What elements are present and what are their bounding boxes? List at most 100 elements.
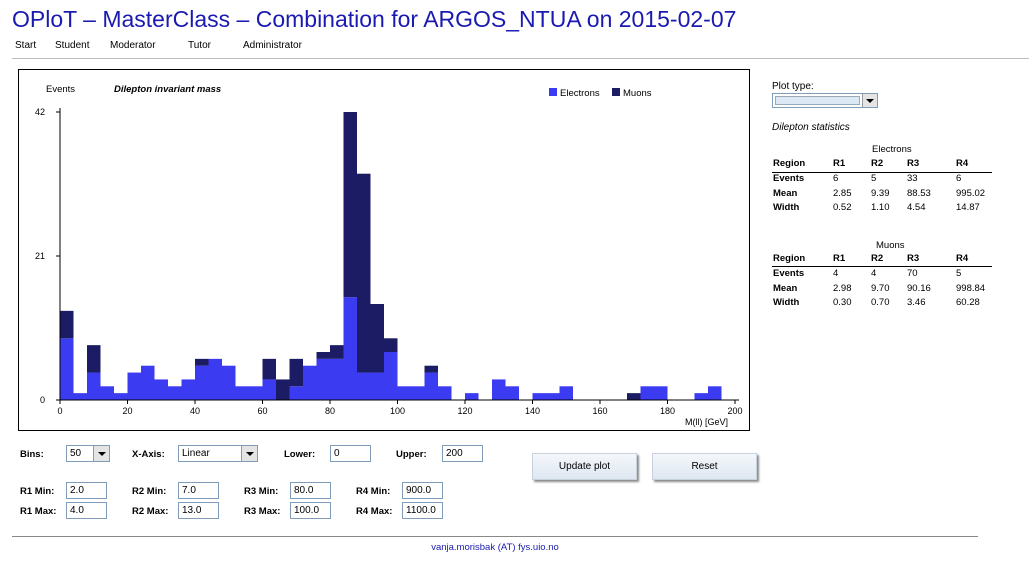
table-cell: 88.53: [907, 188, 931, 199]
muons-table-caption: Muons: [876, 240, 905, 251]
electrons-bar: [465, 393, 479, 400]
row-label: Events: [773, 173, 805, 184]
electrons-bar: [357, 372, 371, 400]
electrons-bar: [411, 386, 425, 400]
electrons-bar: [141, 365, 155, 400]
muons-bar: [60, 310, 74, 339]
table-cell: 14.87: [956, 202, 980, 213]
electrons-bar: [424, 372, 438, 400]
r3max-input[interactable]: 100.0: [290, 502, 331, 519]
table-cell: 1.10: [871, 202, 890, 213]
table-cell: 5: [956, 268, 962, 279]
r4max-label: R4 Max:: [356, 506, 393, 517]
x-tick-label: 160: [592, 406, 607, 416]
r3min-input[interactable]: 80.0: [290, 482, 331, 499]
header-cell: R1: [833, 253, 846, 264]
row-label: Width: [773, 202, 800, 213]
muons-bar: [289, 358, 303, 387]
electrons-bar: [114, 393, 128, 400]
x-tick-label: 100: [390, 406, 405, 416]
x-axis-label: M(ll) [GeV]: [685, 417, 728, 427]
r2max-label: R2 Max:: [132, 506, 169, 517]
y-tick-label: 42: [35, 107, 45, 117]
x-tick-label: 20: [122, 406, 132, 416]
r1min-label: R1 Min:: [20, 486, 55, 497]
electrons-bar: [262, 379, 276, 400]
table-cell: 2.85: [833, 188, 852, 199]
electrons-bar: [492, 379, 506, 400]
nav-student[interactable]: Student: [55, 40, 90, 51]
nav-tutor[interactable]: Tutor: [188, 40, 211, 51]
legend-muons-swatch: [612, 88, 620, 96]
electrons-bar: [127, 372, 141, 400]
table-cell: 995.02: [956, 188, 986, 199]
plot-type-select[interactable]: [772, 93, 878, 108]
muons-bar: [627, 393, 641, 400]
muons-bar: [424, 365, 438, 373]
electrons-bar: [181, 379, 195, 400]
table-cell: 0.52: [833, 202, 852, 213]
electrons-bar: [343, 297, 357, 400]
update-plot-button[interactable]: Update plot: [532, 453, 637, 480]
reset-button[interactable]: Reset: [652, 453, 757, 480]
x-tick-label: 120: [457, 406, 472, 416]
electrons-bar: [73, 393, 87, 400]
muons-bar: [276, 379, 290, 400]
header-cell: R2: [871, 253, 884, 264]
electrons-bar: [505, 386, 519, 400]
muons-bar: [262, 358, 276, 380]
r4min-input[interactable]: 900.0: [402, 482, 443, 499]
table-cell: 6: [833, 173, 839, 184]
row-label: Mean: [773, 188, 798, 199]
footer-divider: [12, 536, 978, 537]
upper-label: Upper:: [396, 449, 427, 460]
electrons-bar: [100, 386, 114, 400]
r4max-input[interactable]: 1100.0: [402, 502, 443, 519]
xaxis-label: X-Axis:: [132, 449, 165, 460]
electrons-bar: [654, 386, 668, 400]
chevron-down-icon[interactable]: [241, 446, 257, 461]
table-cell: 4.54: [907, 202, 926, 213]
table-divider: [772, 172, 992, 173]
electrons-stats-table: Electrons Region R1 R2 R3 R4 Events 6 5 …: [772, 144, 1002, 214]
upper-input[interactable]: 200: [442, 445, 483, 462]
chevron-down-icon[interactable]: [862, 94, 877, 107]
electrons-table-caption: Electrons: [872, 144, 912, 155]
nav-start[interactable]: Start: [15, 40, 37, 51]
table-divider: [772, 266, 992, 267]
header-divider: [12, 58, 1029, 59]
table-cell: 5: [871, 173, 877, 184]
nav-administrator[interactable]: Administrator: [243, 40, 302, 51]
histogram-svg: Events Dilepton invariant mass Electrons…: [35, 84, 743, 427]
electrons-bar: [249, 386, 263, 400]
electrons-bar: [208, 358, 222, 400]
r1min-input[interactable]: 2.0: [66, 482, 107, 499]
table-cell: 2.98: [833, 283, 852, 294]
chevron-down-icon[interactable]: [93, 446, 109, 461]
nav-moderator[interactable]: Moderator: [110, 40, 156, 51]
footer-contact: vanja.morisbak (AT) fys.uio.no: [431, 542, 559, 553]
table-cell: 9.39: [871, 188, 890, 199]
x-tick-label: 0: [57, 406, 62, 416]
legend-electrons-label: Electrons: [560, 88, 600, 99]
muons-bar: [330, 345, 344, 359]
table-cell: 9.70: [871, 283, 890, 294]
muons-bar: [87, 345, 101, 373]
r2max-input[interactable]: 13.0: [178, 502, 219, 519]
xaxis-select[interactable]: Linear: [178, 445, 258, 462]
electrons-bar: [384, 352, 398, 400]
electrons-bar: [694, 393, 708, 400]
table-cell: 998.84: [956, 283, 986, 294]
bins-select[interactable]: 50: [66, 445, 110, 462]
electrons-bar: [330, 358, 344, 400]
r1max-input[interactable]: 4.0: [66, 502, 107, 519]
electrons-bar: [397, 386, 411, 400]
header-cell: Region: [773, 253, 806, 264]
r3max-label: R3 Max:: [244, 506, 281, 517]
r2min-input[interactable]: 7.0: [178, 482, 219, 499]
xaxis-value: Linear: [182, 448, 210, 459]
bins-value: 50: [70, 448, 82, 459]
muons-bar: [343, 112, 357, 298]
lower-input[interactable]: 0: [330, 445, 371, 462]
page-title: OPloT – MasterClass – Combination for AR…: [12, 6, 737, 32]
